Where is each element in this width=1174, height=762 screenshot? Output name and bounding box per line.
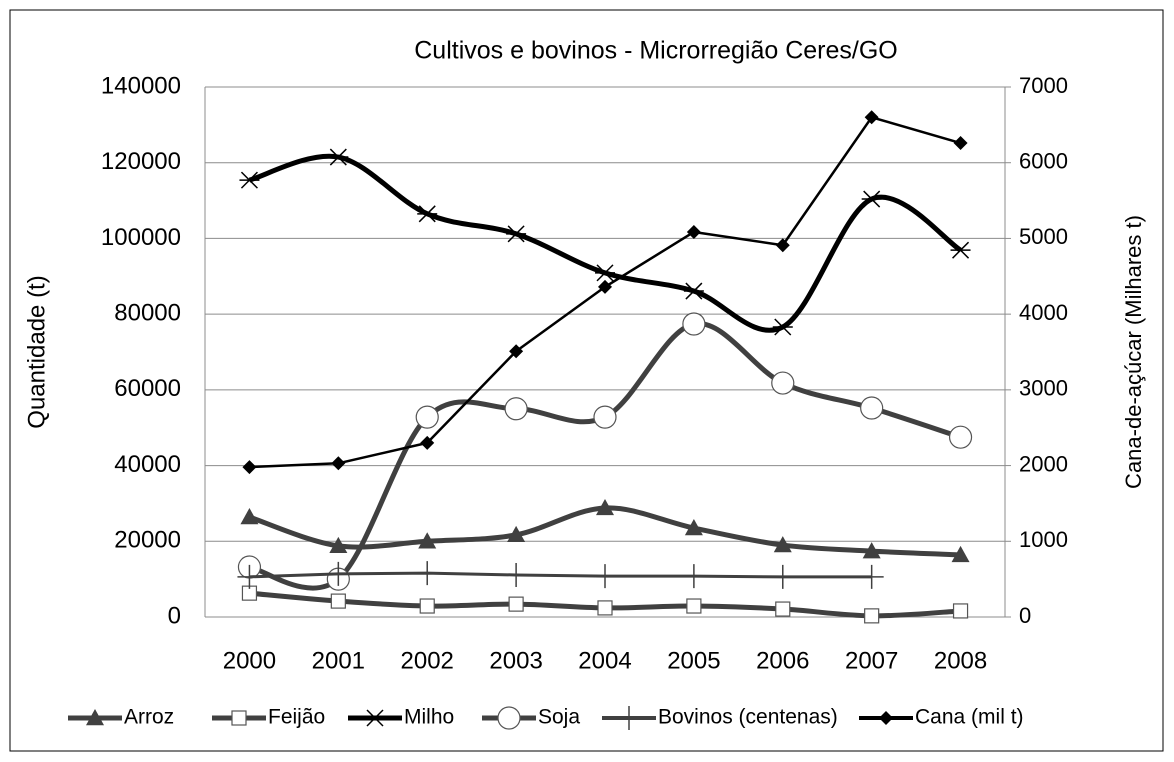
- y-tick-label: 80000: [114, 299, 181, 326]
- marker: [508, 596, 524, 612]
- marker: [771, 371, 795, 395]
- marker: [681, 564, 706, 589]
- x-tick-label: 2001: [312, 647, 365, 674]
- marker: [950, 241, 971, 259]
- marker: [326, 561, 351, 586]
- marker: [864, 608, 880, 624]
- marker: [859, 564, 884, 589]
- x-tick-label: 2004: [578, 647, 631, 674]
- x-tick-label: 2005: [667, 647, 720, 674]
- marker: [330, 593, 346, 609]
- marker: [686, 598, 702, 614]
- marker: [860, 396, 884, 420]
- marker: [597, 600, 613, 616]
- marker: [237, 564, 262, 589]
- marker: [770, 564, 795, 589]
- legend-label: Milho: [404, 706, 454, 729]
- marker: [504, 397, 528, 421]
- y-tick-label: 100000: [101, 224, 181, 251]
- marker: [775, 601, 791, 617]
- marker: [420, 435, 435, 450]
- marker: [507, 525, 526, 543]
- y2-tick-label: 0: [1019, 603, 1031, 628]
- marker: [683, 282, 704, 300]
- y2-tick-label: 6000: [1019, 149, 1068, 174]
- series-line: [248, 153, 962, 333]
- marker: [86, 709, 104, 726]
- x-tick-label: 2002: [401, 647, 454, 674]
- marker: [331, 456, 346, 471]
- y2-tick-label: 2000: [1019, 451, 1068, 476]
- marker: [684, 519, 703, 536]
- marker: [682, 312, 706, 336]
- marker: [240, 508, 259, 525]
- marker: [686, 224, 701, 239]
- marker: [242, 460, 257, 475]
- marker: [415, 561, 440, 586]
- series-line: [249, 571, 872, 579]
- marker: [861, 190, 882, 208]
- x-tick-label: 2003: [489, 647, 542, 674]
- x-tick-label: 2000: [223, 647, 276, 674]
- legend-label: Soja: [538, 706, 580, 729]
- marker: [365, 709, 385, 727]
- chart-border: [9, 9, 1164, 752]
- marker: [497, 706, 521, 730]
- y-tick-label: 20000: [114, 527, 181, 554]
- y-tick-label: 60000: [114, 375, 181, 402]
- marker: [951, 545, 970, 563]
- marker: [506, 225, 527, 243]
- marker: [617, 706, 641, 730]
- marker: [953, 136, 968, 151]
- marker: [504, 562, 529, 587]
- y2-tick-label: 3000: [1019, 376, 1068, 401]
- marker: [775, 238, 790, 253]
- marker: [952, 603, 969, 619]
- marker: [593, 405, 617, 429]
- legend-label: Arroz: [124, 706, 174, 729]
- marker: [418, 532, 437, 549]
- legend-label: Bovinos (centenas): [658, 706, 838, 729]
- y2-tick-label: 5000: [1019, 224, 1068, 249]
- marker: [864, 110, 879, 125]
- x-tick-label: 2006: [756, 647, 809, 674]
- marker: [595, 264, 615, 282]
- marker: [509, 344, 524, 359]
- marker: [593, 564, 617, 589]
- marker: [773, 536, 792, 553]
- marker: [415, 405, 439, 429]
- marker: [598, 279, 612, 294]
- x-tick-label: 2008: [934, 647, 987, 674]
- y2-tick-label: 4000: [1019, 300, 1068, 325]
- marker: [772, 318, 793, 336]
- y-axis-label: Quantidade (t): [23, 275, 50, 428]
- marker: [239, 171, 260, 189]
- legend-label: Cana (mil t): [915, 706, 1024, 729]
- marker: [328, 148, 349, 166]
- y2-tick-label: 7000: [1019, 73, 1068, 98]
- y-tick-label: 0: [168, 602, 181, 629]
- y-tick-label: 140000: [101, 72, 181, 99]
- marker: [419, 598, 435, 614]
- marker: [862, 542, 881, 559]
- y-tick-label: 40000: [114, 451, 181, 478]
- legend-label: Feijão: [268, 706, 325, 729]
- marker: [231, 710, 247, 726]
- y-tick-label: 120000: [101, 148, 181, 175]
- marker: [596, 498, 614, 516]
- marker: [948, 425, 973, 449]
- y2-axis-label: Cana-de-açúcar (Milhares t): [1121, 215, 1146, 489]
- marker: [417, 205, 438, 223]
- x-tick-label: 2007: [845, 647, 898, 674]
- y2-tick-label: 1000: [1019, 527, 1068, 552]
- chart-title: Cultivos e bovinos - Microrregião Ceres/…: [414, 37, 898, 65]
- marker: [879, 711, 893, 725]
- marker: [329, 536, 348, 554]
